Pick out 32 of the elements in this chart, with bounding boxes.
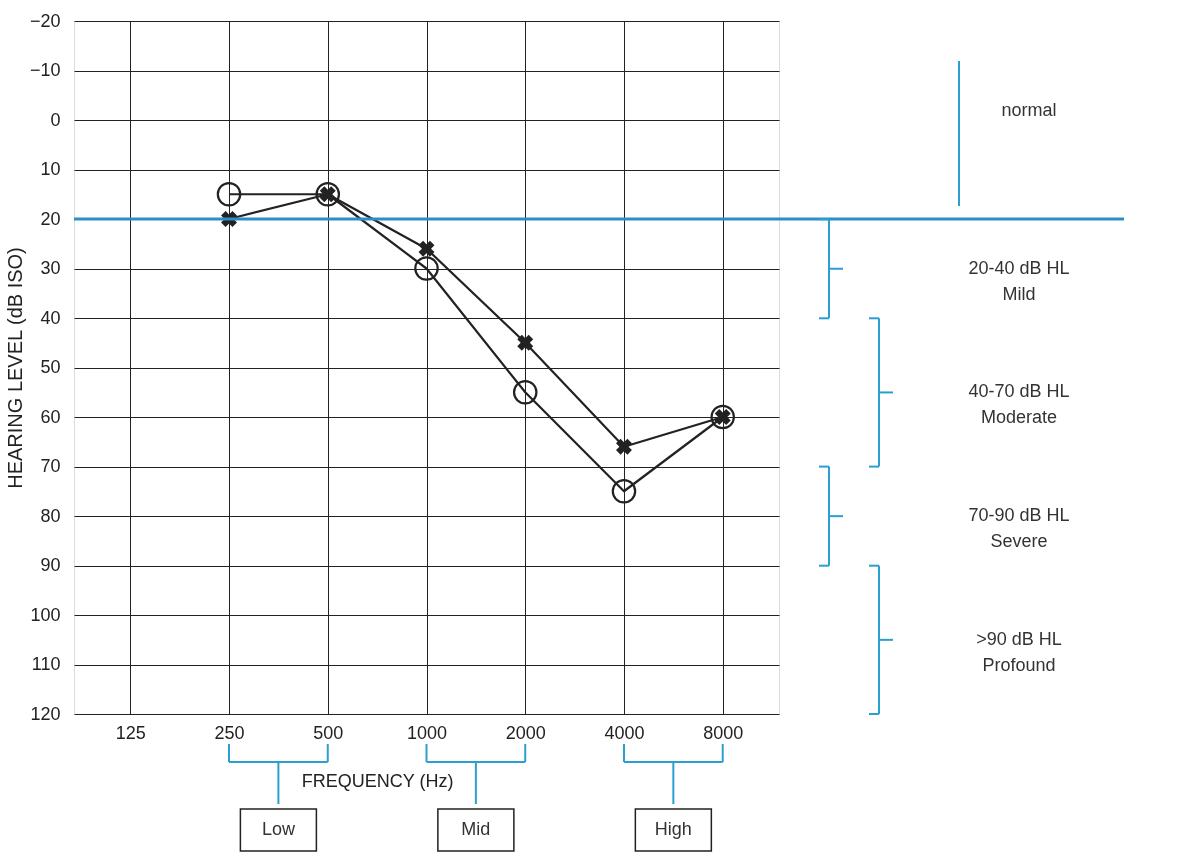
text: 70-90 dB HL Severe bbox=[968, 505, 1070, 552]
y-tick-label: 20 bbox=[40, 208, 61, 229]
text: 40-70 dB HL Moderate bbox=[968, 381, 1070, 428]
y-tick-label: 40 bbox=[40, 307, 61, 328]
y-tick-label: 60 bbox=[40, 406, 61, 427]
y-tick-label: −10 bbox=[29, 60, 61, 80]
y-tick-label: 80 bbox=[40, 505, 61, 526]
x-tick-label: 8000 bbox=[703, 722, 744, 743]
y-tick-label: 0 bbox=[50, 109, 61, 130]
x-tick-label: 250 bbox=[214, 722, 245, 743]
y-tick-label: 120 bbox=[30, 703, 61, 724]
y-tick-label: 100 bbox=[30, 604, 61, 625]
x-tick-label: 1000 bbox=[406, 722, 448, 743]
x-tick-label: 125 bbox=[115, 722, 146, 743]
y-tick-label: 30 bbox=[40, 258, 61, 278]
y-tick-label: 90 bbox=[40, 555, 61, 575]
text: normal bbox=[1001, 100, 1057, 120]
x-axis-title: FREQUENCY (Hz) bbox=[301, 770, 454, 791]
y-axis-title: HEARING LEVEL (dB ISO) bbox=[3, 247, 26, 489]
y-tick-label: 50 bbox=[40, 357, 61, 377]
x-tick-label: 500 bbox=[313, 722, 344, 743]
y-tick-label: 110 bbox=[31, 654, 61, 674]
y-tick-label: 10 bbox=[40, 159, 61, 179]
text: Mid bbox=[461, 819, 491, 839]
x-tick-label: 2000 bbox=[505, 722, 546, 743]
y-tick-label: −20 bbox=[29, 10, 61, 31]
text: >90 dB HL Profound bbox=[976, 628, 1062, 675]
y-tick-label: 70 bbox=[40, 456, 61, 476]
text: 20-40 dB HL Mild bbox=[968, 257, 1070, 304]
text: High bbox=[654, 819, 692, 839]
x-tick-label: 4000 bbox=[604, 722, 645, 743]
text: Low bbox=[261, 819, 296, 839]
